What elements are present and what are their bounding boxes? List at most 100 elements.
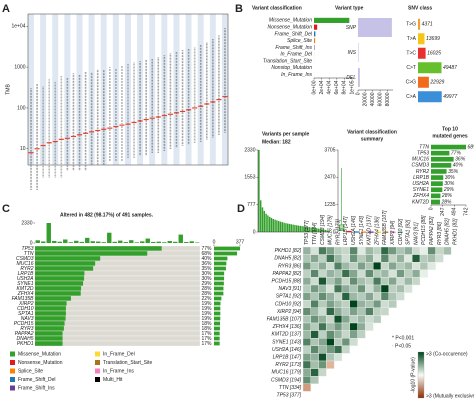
heatmap-cell	[318, 269, 327, 278]
heatmap-cell	[365, 262, 374, 271]
heatmap-cell	[365, 254, 374, 263]
heatmap-cell	[341, 284, 351, 293]
heatmap-cell	[380, 246, 390, 255]
bar	[277, 221, 280, 232]
altered-fraction	[35, 261, 96, 266]
heatmap-cell	[334, 269, 343, 278]
altered-fraction	[35, 336, 63, 341]
column-label: KMT2D [137]	[367, 215, 373, 245]
bar	[304, 226, 307, 232]
percent-label: 28%	[202, 286, 213, 292]
column-label: NAV3 [91]	[413, 222, 419, 245]
legend-label: In_Frame_Ins	[103, 368, 134, 374]
row-label: PAPPA2 [82]	[273, 271, 302, 277]
x-tick-label: 1e+05	[349, 80, 355, 94]
chart-title: Top 10	[442, 126, 458, 132]
bar	[431, 163, 452, 168]
bar	[292, 224, 294, 232]
heatmap-cell	[318, 315, 327, 324]
percent-label: 17%	[202, 336, 213, 342]
percent-label: 19%	[202, 306, 213, 312]
tmb-bar	[90, 241, 95, 243]
heatmap-cell	[349, 254, 358, 263]
count-bar	[214, 281, 224, 286]
heatmap-cell	[357, 322, 366, 331]
heatmap-cell	[349, 292, 358, 301]
legend-label: Multi_Hit	[103, 377, 123, 383]
heatmap-cell	[310, 315, 319, 324]
heatmap-cell	[326, 292, 335, 301]
category-label: ZFHX4	[412, 193, 429, 199]
chart-title: Variant type	[335, 5, 364, 11]
tmb-bar	[134, 242, 139, 243]
y-tick-label: 0	[333, 229, 336, 235]
bar	[418, 62, 442, 74]
heatmap-cell	[318, 322, 327, 331]
bar	[431, 187, 443, 193]
chart-title: mutated genes	[432, 133, 468, 139]
category-label: Nonsense_Mutation	[268, 24, 313, 30]
heatmap-cell	[302, 284, 312, 293]
panel-label: A	[2, 3, 10, 15]
heatmap-cell	[310, 376, 319, 385]
bar	[301, 226, 303, 232]
row-label: KMT2D [137]	[272, 332, 302, 338]
row-label: FAM135B [107]	[267, 317, 302, 323]
column-label: RYR2 [173]	[335, 219, 341, 245]
heatmap-cell	[326, 269, 335, 278]
y-tick-label: 3705	[324, 147, 335, 153]
heatmap-cell	[427, 254, 436, 263]
colorbar-label: >3 (Co-occurence)	[426, 351, 468, 357]
tmb-bar	[107, 232, 112, 243]
column-label: CDH10 [92]	[398, 218, 404, 245]
heatmap-cell	[326, 307, 335, 316]
heatmap-cell	[310, 277, 319, 286]
heatmap-cell	[412, 277, 421, 286]
chart-title: Variant classification	[252, 5, 302, 11]
category-label: INS	[348, 50, 357, 56]
tmb-bar	[178, 234, 183, 243]
percent-label: 77%	[202, 246, 213, 252]
percent-label: 40%	[202, 256, 213, 262]
heatmap-cell	[365, 315, 374, 324]
row-label: MUC16 [179]	[272, 370, 302, 376]
heatmap-cell	[349, 277, 358, 286]
heatmap-cell	[334, 345, 343, 354]
gene-label: SYNE1	[17, 281, 34, 287]
column-label: SPTA1 [92]	[406, 219, 412, 245]
heatmap-cell	[341, 254, 351, 263]
heatmap-cell	[396, 246, 405, 255]
gene-label: RYR3	[20, 326, 33, 332]
heatmap-cell	[443, 246, 452, 255]
count-bar	[214, 306, 221, 311]
tmb-bar	[162, 242, 167, 243]
x-tick-label: 742	[463, 207, 469, 216]
altered-fraction	[35, 306, 66, 311]
bar	[418, 47, 426, 59]
heatmap-cell	[357, 284, 366, 293]
heatmap-cell	[357, 315, 366, 324]
percent-label: 28%	[202, 291, 213, 297]
heatmap-cell	[380, 292, 390, 301]
row-label: TTN [334]	[279, 385, 302, 391]
heatmap-cell	[326, 338, 335, 347]
value-label: 35%	[448, 169, 459, 175]
bar	[358, 43, 359, 62]
heatmap-cell	[318, 345, 327, 354]
y-tick-label: 100	[17, 105, 26, 111]
colorbar-label: >3 (Mutually exclusive)	[426, 393, 474, 399]
heatmap-cell	[404, 262, 413, 271]
heatmap-cell	[318, 284, 327, 293]
value-label: 28%	[441, 193, 453, 199]
row-label: SPTA1 [92]	[276, 294, 302, 300]
heatmap-cell	[419, 246, 429, 255]
heatmap-cell	[349, 315, 358, 324]
bar	[308, 227, 311, 232]
heatmap-cell	[357, 262, 366, 271]
heatmap-cell	[404, 277, 413, 286]
heatmap-cell	[341, 262, 351, 271]
colorbar-title: -log10 (P-value)	[410, 357, 416, 393]
plot-frame	[27, 13, 229, 166]
heatmap-cell	[380, 262, 390, 271]
